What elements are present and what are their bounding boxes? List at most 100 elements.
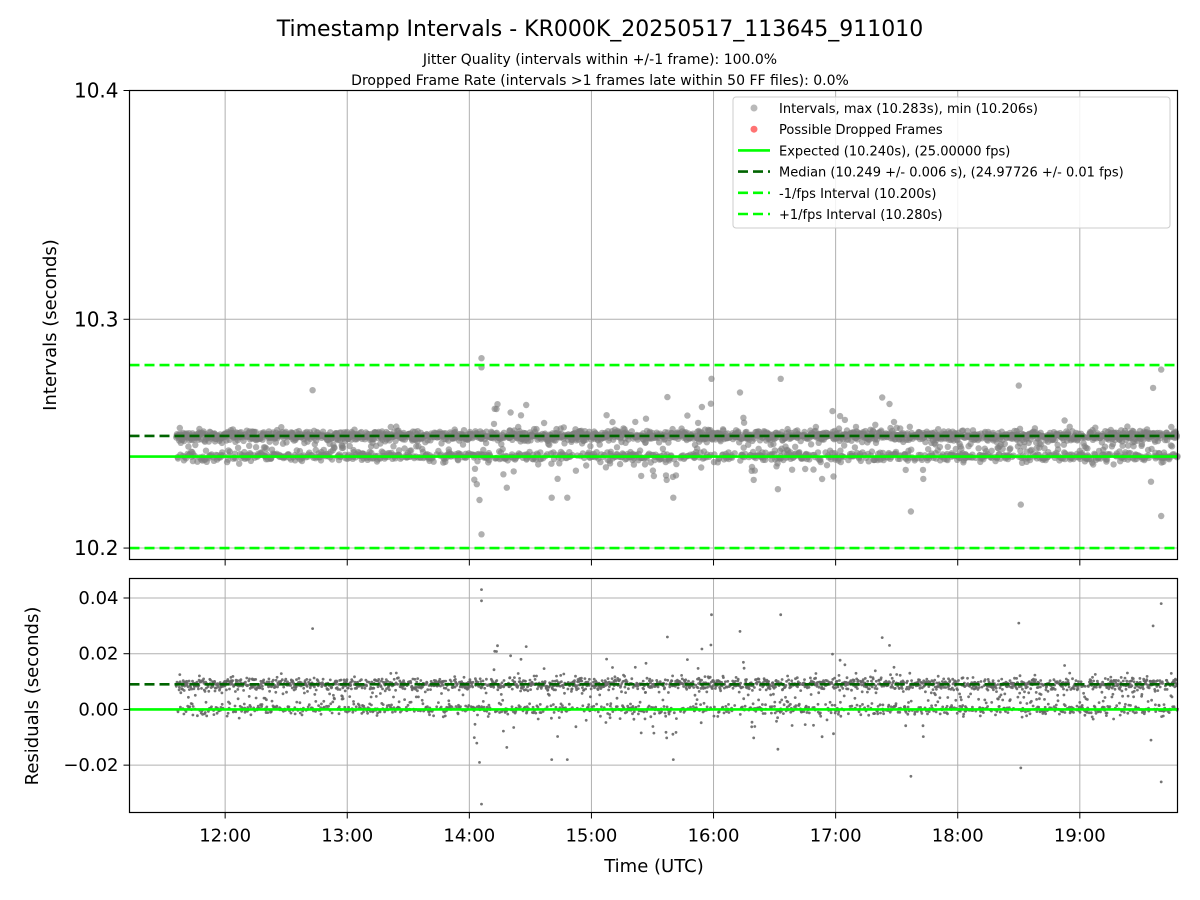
- residual-point: [566, 687, 570, 691]
- residual-point: [599, 714, 602, 718]
- residual-point: [776, 747, 780, 751]
- residual-point: [855, 703, 859, 707]
- residual-point: [574, 725, 578, 729]
- residual-point: [366, 711, 369, 715]
- interval-point: [613, 444, 621, 451]
- residual-point: [675, 717, 678, 720]
- residual-point: [502, 729, 505, 733]
- residual-point: [459, 705, 462, 708]
- interval-point: [480, 446, 487, 454]
- intervals-y-tick-label: 10.4: [74, 79, 119, 103]
- residual-point: [438, 677, 442, 681]
- residual-point: [708, 675, 712, 679]
- residual-point: [522, 685, 526, 689]
- residual-point: [178, 673, 182, 676]
- residual-point: [610, 677, 614, 680]
- residual-point: [426, 688, 430, 692]
- residual-point: [551, 679, 555, 683]
- residual-point: [697, 690, 701, 693]
- residual-point: [260, 703, 264, 706]
- interval-point: [1017, 501, 1024, 508]
- residual-point: [421, 702, 425, 706]
- residual-point: [775, 719, 778, 723]
- residual-point: [496, 688, 500, 692]
- residual-point: [595, 702, 598, 706]
- interval-point: [471, 465, 479, 472]
- interval-point: [392, 437, 399, 444]
- residual-point: [307, 703, 311, 707]
- residual-point: [658, 680, 662, 683]
- residual-point: [542, 667, 546, 670]
- interval-point: [774, 486, 782, 493]
- interval-point: [1173, 432, 1181, 439]
- residual-point: [782, 712, 785, 715]
- residual-point: [567, 702, 571, 706]
- residual-point: [403, 687, 407, 691]
- residual-point: [859, 713, 863, 717]
- residual-point: [538, 703, 542, 706]
- residual-point: [429, 688, 432, 691]
- residual-point: [812, 723, 815, 727]
- residual-point: [317, 704, 320, 707]
- residual-point: [623, 674, 626, 678]
- residual-point: [352, 700, 355, 703]
- residual-point: [863, 677, 867, 680]
- residual-point: [833, 676, 836, 680]
- residual-point: [842, 694, 846, 698]
- residual-point: [335, 680, 339, 684]
- interval-point: [554, 475, 561, 482]
- residual-point: [370, 703, 373, 707]
- interval-point: [879, 394, 886, 401]
- residual-point: [321, 677, 325, 681]
- residual-point: [314, 700, 318, 703]
- residual-point: [737, 690, 741, 694]
- residual-point: [773, 705, 776, 708]
- residual-point: [499, 693, 503, 696]
- residual-point: [576, 687, 580, 690]
- residual-point: [360, 678, 363, 682]
- residual-point: [374, 695, 378, 698]
- interval-point: [801, 428, 808, 436]
- residual-point: [416, 677, 420, 680]
- residual-point: [254, 678, 258, 681]
- residual-point: [346, 686, 350, 690]
- residual-point: [607, 688, 611, 692]
- interval-point: [638, 472, 645, 480]
- chart-subtitle-dropped: Dropped Frame Rate (intervals >1 frames …: [351, 73, 849, 89]
- residual-point: [581, 704, 585, 708]
- interval-point: [1158, 366, 1165, 373]
- interval-point: [507, 409, 514, 416]
- residual-point: [600, 679, 604, 682]
- residual-point: [505, 746, 509, 749]
- residual-point: [524, 679, 527, 683]
- residual-point: [282, 685, 286, 689]
- residual-point: [696, 686, 700, 690]
- interval-point: [535, 461, 542, 468]
- interval-point: [296, 447, 304, 455]
- interval-point: [234, 444, 242, 451]
- residual-point: [202, 677, 206, 681]
- residual-point: [837, 712, 840, 716]
- residual-point: [447, 699, 451, 703]
- residual-point: [322, 699, 326, 703]
- residual-point: [753, 725, 757, 728]
- residual-point: [372, 686, 376, 690]
- interval-point: [740, 444, 747, 451]
- residual-point: [648, 677, 652, 681]
- residual-point: [363, 686, 367, 690]
- residual-point: [328, 692, 331, 696]
- residual-point: [345, 678, 349, 681]
- residual-point: [182, 712, 186, 716]
- residual-point: [724, 680, 727, 684]
- interval-point: [236, 460, 243, 467]
- intervals-legend: Intervals, max (10.283s), min (10.206s)P…: [732, 96, 1171, 229]
- interval-point: [1054, 446, 1062, 453]
- residual-point: [231, 675, 235, 678]
- interval-point: [988, 447, 995, 454]
- residual-point: [868, 687, 871, 691]
- residual-point: [242, 689, 246, 692]
- residual-point: [274, 678, 278, 682]
- interval-point: [407, 447, 415, 454]
- residual-point: [696, 667, 700, 670]
- residual-point: [516, 672, 520, 675]
